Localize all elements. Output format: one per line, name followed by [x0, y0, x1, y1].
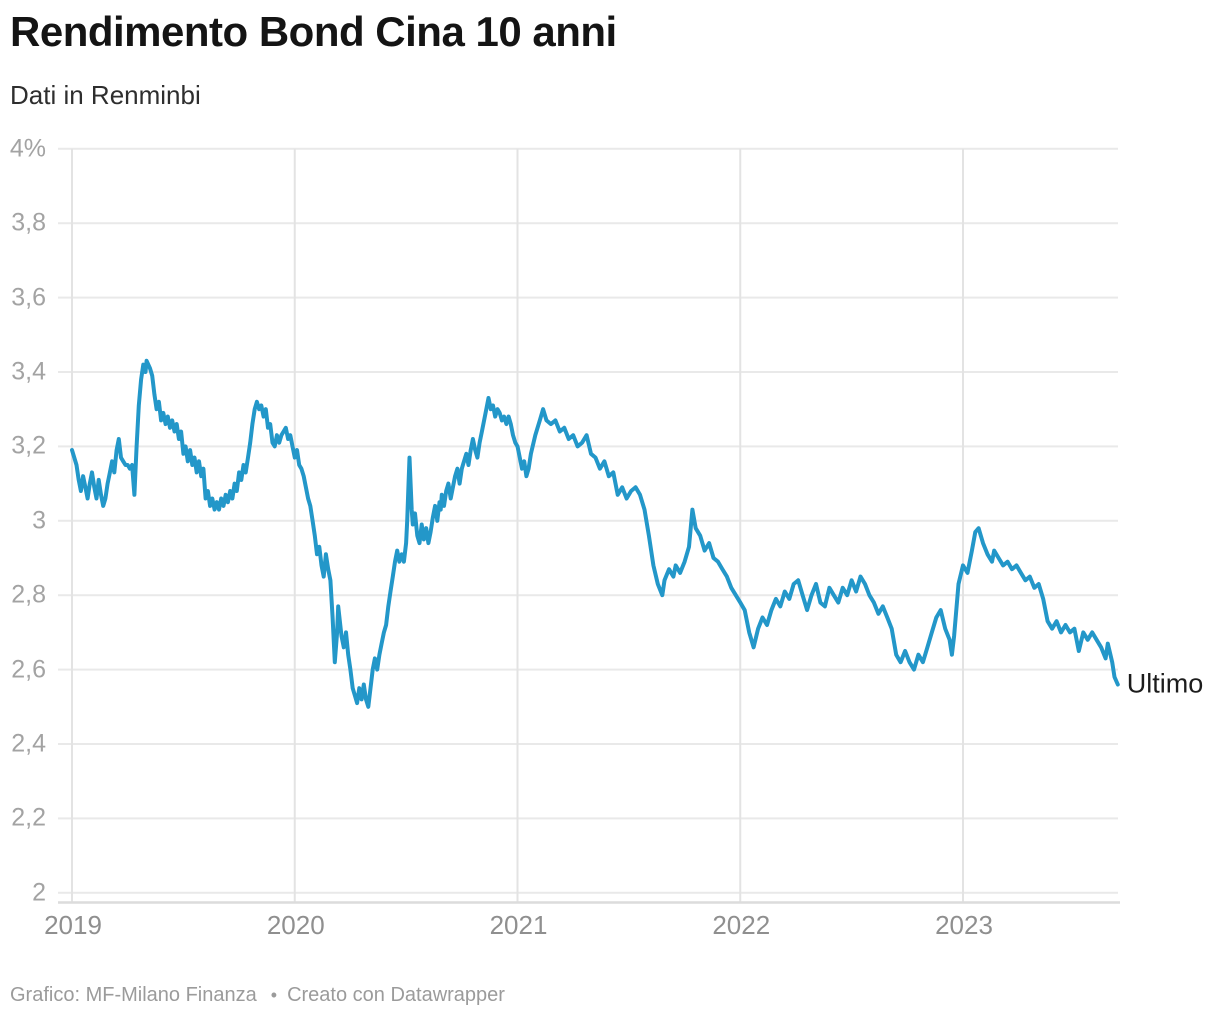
y-tick-label: 3,4	[11, 357, 46, 386]
y-tick-label: 2,2	[11, 803, 46, 832]
x-tick-label: 2023	[935, 910, 993, 940]
y-tick-label: 2,6	[11, 655, 46, 684]
footer-separator-dot: •	[270, 985, 278, 1005]
chart-title: Rendimento Bond Cina 10 anni	[10, 8, 617, 55]
last-value-label: Ultimo	[1126, 668, 1204, 699]
y-tick-label: 2,8	[11, 580, 46, 609]
y-tick-label: 3,8	[11, 208, 46, 237]
chart-footer: Grafico: MF-Milano Finanza • Creato con Da…	[10, 984, 505, 1007]
y-tick-label: 4%	[9, 134, 46, 163]
y-tick-label: 2	[32, 878, 46, 907]
yield-line-series[interactable]	[70, 358, 1120, 709]
y-tick-label: 3	[32, 506, 46, 535]
x-tick-label: 2022	[712, 910, 771, 940]
chart-subtitle: Dati in Renminbi	[10, 80, 201, 110]
y-tick-label: 2,4	[11, 729, 46, 758]
footer-source: Grafico: MF-Milano Finanza	[10, 984, 257, 1006]
y-tick-label: 3,6	[11, 283, 46, 312]
footer-credit: Creato con Datawrapper	[287, 984, 505, 1006]
x-tick-label: 2021	[489, 910, 548, 940]
x-tick-label: 2020	[266, 910, 325, 940]
y-tick-label: 3,2	[11, 431, 46, 460]
x-tick-label: 2019	[44, 910, 102, 940]
